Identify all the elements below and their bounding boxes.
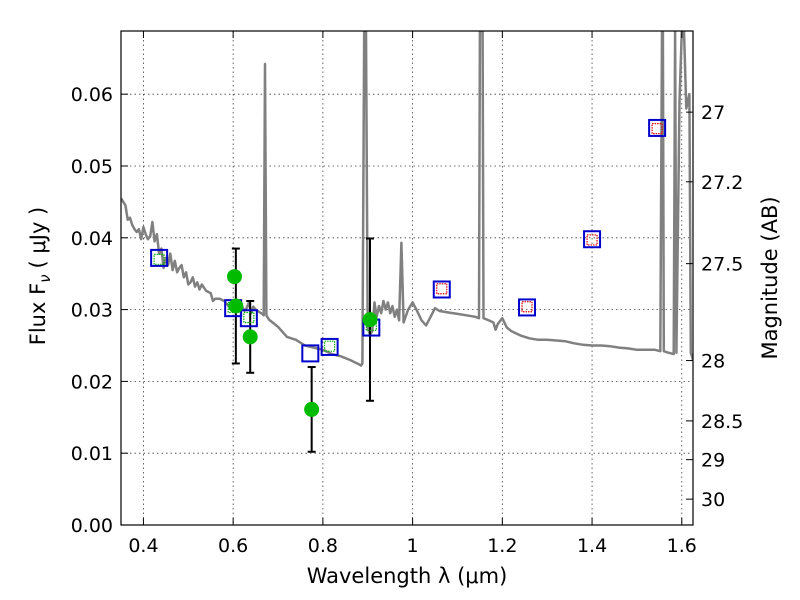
right-tick-label: 28.5 [701, 411, 743, 433]
axis-ticks: 0.4 0.6 0.8 1 1.2 1.4 1.6 0.00 0.01 0.02 0.03 0.04 0… [71, 31, 743, 557]
observed-flux-point [362, 312, 378, 328]
x-tick-label: 0.8 [308, 535, 338, 557]
sed-template-line [121, 31, 693, 367]
model-photometry-square [150, 248, 169, 267]
x-tick-label: 1.6 [667, 535, 697, 557]
inner-marker-square [436, 283, 448, 295]
y-tick-label: 0.05 [71, 156, 113, 178]
right-tick-label: 27 [701, 102, 725, 124]
plot-series [121, 31, 693, 453]
observed-flux-point [304, 401, 320, 417]
observed-flux-point [227, 269, 243, 285]
x-tick-label: 1.2 [487, 535, 517, 557]
inner-marker-square [586, 234, 598, 246]
model-photometry-square [432, 280, 451, 299]
inner-marker-square [651, 123, 663, 135]
y-tick-label: 0.02 [71, 371, 113, 393]
y-tick-label: 0.00 [71, 515, 113, 537]
plot-frame [120, 30, 694, 526]
y-tick-label: 0.04 [71, 228, 113, 250]
right-axis-label: Magnitude (AB) [758, 196, 782, 359]
x-tick-label: 0.6 [218, 535, 248, 557]
inner-marker-square [153, 253, 165, 265]
observed-flux-point [242, 329, 258, 345]
y-tick-label: 0.01 [71, 443, 113, 465]
x-axis-label: Wavelength λ (μm) [307, 564, 508, 588]
x-tick-label: 1 [407, 535, 419, 557]
grid [121, 31, 693, 525]
y-tick-label: 0.03 [71, 300, 113, 322]
right-tick-label: 27.5 [701, 254, 743, 276]
y-axis-label-main: Flux F [26, 283, 50, 345]
right-tick-label: 27.2 [701, 172, 743, 194]
model-photometry-square [239, 309, 258, 328]
inner-marker-square [324, 340, 336, 352]
x-tick-label: 1.4 [577, 535, 607, 557]
inner-marker-square [521, 301, 533, 313]
model-photometry-square [583, 230, 602, 249]
model-photometry-square [648, 118, 667, 137]
right-tick-label: 29 [701, 450, 725, 472]
right-tick-label: 28 [701, 351, 725, 373]
inner-marker-square [243, 311, 255, 324]
model-photometry-square [518, 298, 537, 317]
observed-flux-point [228, 298, 244, 314]
y-axis-label: Flux Fν ( μJy ) [26, 207, 54, 346]
y-axis-label-sub: ν [36, 274, 54, 282]
right-tick-label: 30 [701, 489, 725, 511]
y-tick-label: 0.06 [71, 84, 113, 106]
x-tick-label: 0.4 [128, 535, 158, 557]
model-photometry-square [320, 337, 339, 356]
y-axis-label-unit: ( μJy ) [26, 207, 50, 269]
model-photometry-square [301, 344, 320, 363]
